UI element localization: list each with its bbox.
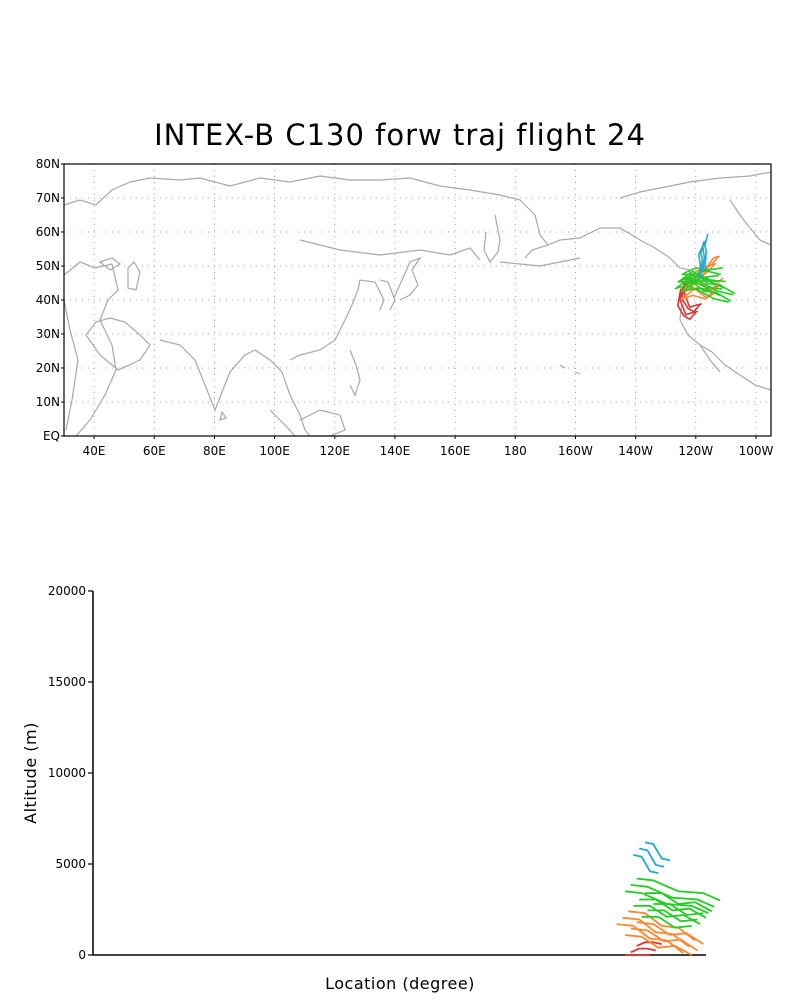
- lat-label: 80N: [36, 157, 60, 171]
- altitude-trajectory-line: [638, 847, 665, 868]
- coastlines: [64, 171, 771, 436]
- coast-india: [159, 339, 256, 412]
- altitude-trajectory-line: [653, 903, 704, 916]
- y-tick-label: 5000: [55, 857, 86, 871]
- altitude-trajectory-line: [628, 910, 696, 942]
- coast-northern-eurasia: [64, 175, 550, 259]
- lon-label: 120W: [678, 444, 713, 458]
- lat-label: 30N: [36, 327, 60, 341]
- lat-label: 70N: [36, 191, 60, 205]
- lat-label: 20N: [36, 361, 60, 375]
- lon-label: 140W: [618, 444, 653, 458]
- latitude-labels: 80N 70N 60N 50N 40N 30N 20N 10N EQ: [36, 157, 60, 443]
- altitude-trajectory-line: [641, 915, 692, 929]
- trajectory-map: 80N 70N 60N 50N 40N 30N 20N 10N EQ 40E 60E 80E 100E…: [36, 157, 774, 458]
- lon-label: 100E: [259, 444, 290, 458]
- coast-philippines: [349, 349, 361, 397]
- altitude-trajectory-line: [630, 927, 698, 952]
- lon-label: 160E: [440, 444, 471, 458]
- lon-label: 180: [504, 444, 527, 458]
- y-tick-label: 15000: [48, 675, 86, 689]
- coast-baja: [699, 344, 721, 373]
- coast-hawaii: [559, 364, 581, 375]
- y-tick-label: 20000: [48, 584, 86, 598]
- coast-hudson: [729, 199, 771, 246]
- coast-arctic-canada: [619, 171, 771, 199]
- coast-aleutians: [499, 257, 581, 267]
- longitude-labels: 40E 60E 80E 100E 120E 140E 160E 180 160W 140W 120W…: [83, 444, 774, 458]
- altitude-trajectory-line: [616, 923, 684, 954]
- altitude-trajectory-line: [630, 947, 657, 954]
- coast-alaska: [547, 227, 691, 271]
- map-trajectory-line: [680, 291, 718, 300]
- coast-srilanka: [219, 410, 227, 421]
- altitude-trajectories: [616, 841, 721, 956]
- coast-black-sea: [98, 257, 122, 271]
- altitude-trajectory-line: [639, 898, 707, 919]
- coast-arabia: [85, 317, 151, 371]
- lat-label: 50N: [36, 259, 60, 273]
- map-gridlines: [61, 163, 771, 439]
- map-trajectory-line: [697, 247, 703, 279]
- altitude-trajectory-line: [647, 909, 698, 923]
- coast-korea-japan: [379, 256, 422, 311]
- map-trajectory-line: [701, 239, 707, 271]
- altitude-trajectory-line: [633, 905, 701, 925]
- coast-borneo: [299, 409, 346, 436]
- y-tick-label: 0: [78, 948, 86, 962]
- altitude-trajectory-line: [624, 934, 693, 956]
- altitude-trajectory-line: [636, 941, 662, 947]
- coast-sumatra: [269, 409, 296, 436]
- altitude-trajectory-line: [636, 877, 721, 902]
- altitude-trajectory-line: [645, 892, 713, 913]
- y-tick-label: 10000: [48, 766, 86, 780]
- map-trajectory-line: [682, 281, 722, 292]
- lon-label: 100W: [739, 444, 774, 458]
- coast-siberia-inner: [299, 239, 481, 261]
- map-trajectory-line: [686, 273, 726, 285]
- map-trajectory-line: [680, 280, 701, 313]
- lat-label: 10N: [36, 395, 60, 409]
- map-trajectory-line: [680, 287, 721, 297]
- coast-kamchatka: [483, 214, 501, 264]
- lon-label: 140E: [380, 444, 411, 458]
- map-trajectories: [674, 233, 736, 321]
- altitude-trajectory-line: [636, 921, 704, 945]
- altitude-trajectory-line: [630, 884, 715, 908]
- lat-label: EQ: [43, 429, 60, 443]
- map-trajectory-line: [676, 288, 697, 321]
- map-frame: [63, 163, 772, 437]
- coast-caspian: [127, 261, 141, 291]
- altitude-trajectory-line: [622, 916, 690, 948]
- lat-label: 40N: [36, 293, 60, 307]
- x-axis-label: Location (degree): [325, 974, 475, 993]
- map-trajectory-line: [678, 276, 734, 296]
- lon-label: 40E: [83, 444, 106, 458]
- lat-label: 60N: [36, 225, 60, 239]
- chart-title: INTEX-B C130 forw traj flight 24: [154, 118, 646, 152]
- coast-africa: [64, 261, 119, 436]
- lon-label: 120E: [320, 444, 351, 458]
- y-axis-label: Altitude (m): [21, 722, 40, 824]
- lon-label: 160W: [558, 444, 593, 458]
- map-trajectory-line: [684, 280, 725, 289]
- altitude-panel: 20000 15000 10000 5000 0 Altitude (m) Locati…: [21, 584, 721, 993]
- map-trajectory-line: [674, 284, 730, 303]
- coast-china: [254, 279, 385, 436]
- map-trajectory-line: [703, 233, 709, 270]
- y-axis-ticks: 20000 15000 10000 5000 0: [48, 584, 93, 962]
- altitude-trajectory-line: [633, 854, 659, 874]
- lon-label: 60E: [143, 444, 166, 458]
- altitude-trajectory-line: [644, 841, 671, 862]
- lon-label: 80E: [203, 444, 226, 458]
